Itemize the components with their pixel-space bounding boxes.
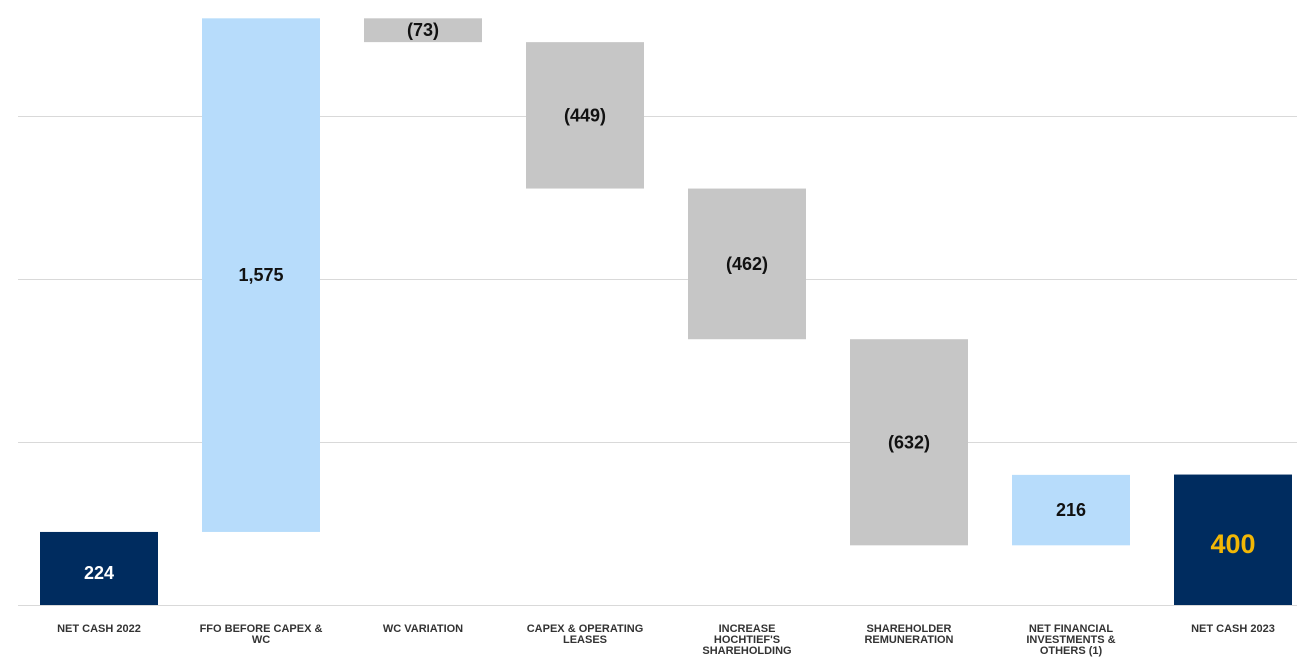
value-label: (462) <box>726 254 768 274</box>
category-label: CAPEX & OPERATING LEASES <box>527 623 644 646</box>
category-label: WC VARIATION <box>383 623 463 635</box>
value-label: 400 <box>1210 529 1255 559</box>
category-label: NET FINANCIAL INVESTMENTS & OTHERS (1) <box>1026 623 1115 657</box>
category-label: SHAREHOLDER REMUNERATION <box>864 623 953 646</box>
value-label: (449) <box>564 105 606 125</box>
category-label: INCREASE HOCHTIEF'S SHAREHOLDING <box>702 623 791 657</box>
category-labels: NET CASH 2022 FFO BEFORE CAPEX & WC WC VARI… <box>57 623 1275 657</box>
category-label: NET CASH 2023 <box>1191 623 1275 635</box>
category-label: NET CASH 2022 <box>57 623 141 635</box>
bars <box>40 18 1292 605</box>
value-label: (632) <box>888 432 930 452</box>
value-label: 216 <box>1056 500 1086 520</box>
value-label: (73) <box>407 20 439 40</box>
category-label: FFO BEFORE CAPEX & WC <box>200 623 323 646</box>
value-label: 1,575 <box>238 265 283 285</box>
value-label: 224 <box>84 563 114 583</box>
